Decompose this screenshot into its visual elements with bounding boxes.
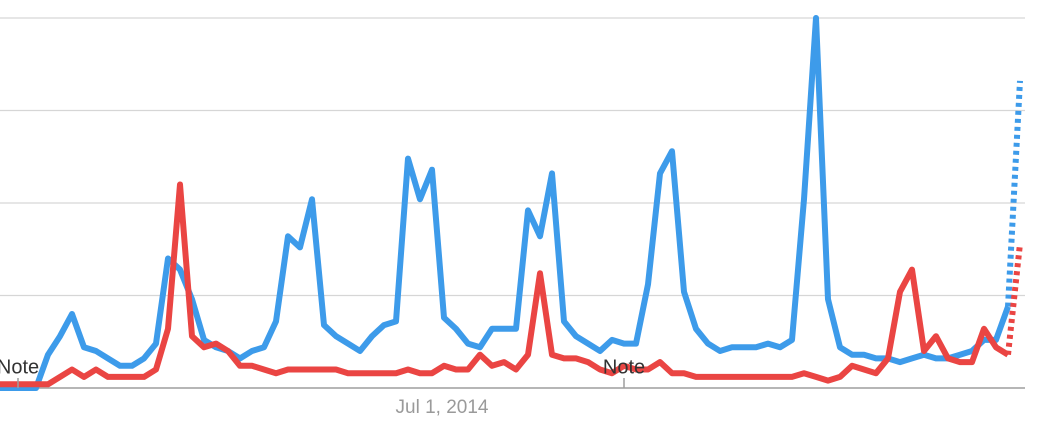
x-tick-label: Jul 1, 2014: [396, 397, 489, 418]
series-line: [0, 181, 1010, 388]
series-line: [0, 15, 1011, 391]
annotation: Note: [0, 356, 39, 378]
annotation: Note: [603, 356, 645, 378]
partial-line: [1005, 243, 1023, 356]
partial-line: [1005, 80, 1023, 307]
